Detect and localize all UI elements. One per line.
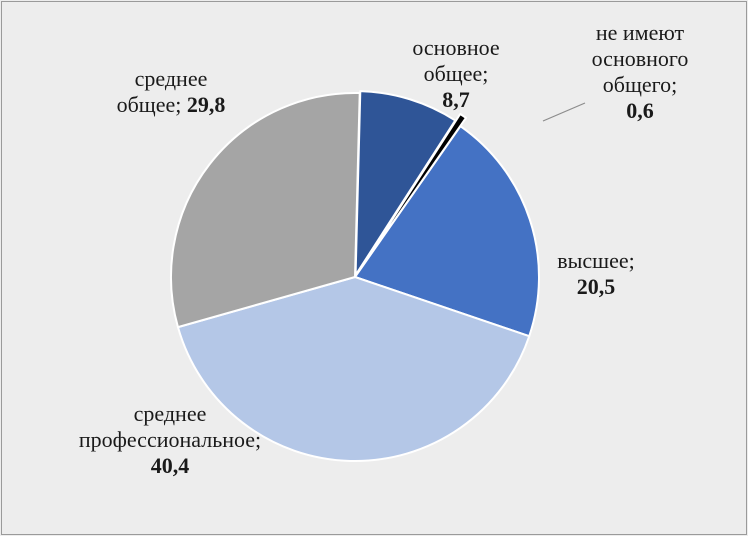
label-sredprof-value: 40,4 — [150, 453, 190, 478]
label-srednee-professionalnoe: среднее профессиональное; 40,4 — [56, 401, 284, 479]
label-vysshee-name: высшее; — [557, 248, 635, 273]
label-srednee-line1: среднее — [134, 66, 208, 91]
slice-srednee-professionalnoe — [176, 276, 531, 462]
label-ne-imeyut-line2: основного — [591, 46, 689, 71]
slice-osnovnoe-obshchee — [354, 90, 457, 277]
label-vysshee: высшее; 20,5 — [538, 248, 654, 300]
slice-vysshee — [354, 125, 540, 338]
label-srednee-obshchee: среднее общее; 29,8 — [96, 66, 246, 118]
label-ne-imeyut-value: 0,6 — [626, 98, 654, 123]
label-srednee-line2: общее; 29,8 — [116, 92, 226, 117]
label-ne-imeyut-line1: не имеют — [595, 20, 685, 45]
label-sredprof-line1: среднее — [133, 401, 207, 426]
label-osnovnoe-value: 8,7 — [442, 87, 470, 112]
slice-srednee-obshchee — [170, 92, 361, 329]
label-ne-imeyut: не имеют основного общего; 0,6 — [575, 20, 705, 124]
label-ne-imeyut-line3: общего; — [602, 72, 678, 97]
label-osnovnoe-line2: общее; — [423, 61, 489, 86]
slice-ne-imeyut — [359, 113, 467, 270]
label-sredprof-line2: профессиональное; — [78, 427, 262, 452]
label-vysshee-value: 20,5 — [576, 274, 616, 299]
label-osnovnoe-obshchee: основное общее; 8,7 — [394, 35, 518, 113]
leader-line-ne-imeyut — [542, 102, 586, 122]
label-osnovnoe-line1: основное — [412, 35, 500, 60]
